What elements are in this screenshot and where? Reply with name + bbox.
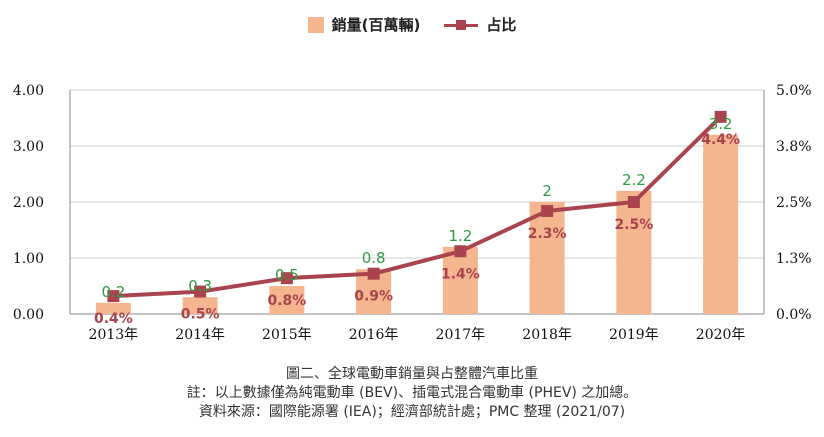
share-data-label: 2.5% [614,217,653,233]
share-data-label: 1.4% [441,266,480,282]
share-data-label: 0.9% [354,289,393,305]
bar [182,297,218,314]
legend-line-marker [456,19,467,30]
bar-data-label: 3.2 [709,115,733,133]
bar [95,302,131,314]
share-data-label: 0.8% [267,293,306,309]
y-right-tick-label: 2.5% [776,195,812,211]
x-tick-label: 2018年 [522,327,572,343]
legend-item-sales: 銷量(百萬輛) [307,14,421,35]
legend-bar-label: 銷量(百萬輛) [331,16,421,34]
share-marker [454,245,467,258]
bar [703,134,739,314]
chart-legend: 銷量(百萬輛) 占比 [0,14,824,35]
y-left-tick-label: 4.00 [13,83,44,99]
figure-note: 註：以上數據僅為純電動車 (BEV)、插電式混合電動車 (PHEV) 之加總。 [186,385,638,401]
share-marker [714,110,727,123]
bar-data-label: 0.5 [275,266,299,284]
bar [616,190,652,314]
y-left-tick-label: 3.00 [13,139,44,155]
x-tick-label: 2015年 [262,327,312,343]
x-tick-label: 2020年 [696,327,746,343]
y-right-tick-label: 1.3% [776,251,812,267]
share-data-label: 0.5% [181,307,220,323]
figure-title: 圖二、全球電動車銷量與占整體汽車比重 [286,366,538,382]
combo-chart: 0.00 1.00 2.00 3.00 4.00 0.0% 1.3% 2.5% 3.8% 5.0%… [13,83,812,343]
bar [529,202,565,314]
legend-item-share: 占比 [444,14,516,35]
share-data-label: 2.3% [528,226,567,242]
y-right-tick-label: 5.0% [776,83,812,99]
bar-data-label: 2.2 [622,171,646,189]
legend-bar-swatch [307,16,324,33]
share-data-label: 4.4% [701,132,740,148]
bar [269,286,305,314]
share-marker [194,285,207,298]
legend-line-swatch [444,17,479,33]
figure-source: 資料來源：國際能源署 (IEA)；經濟部統計處；PMC 整理 (2021/07) [198,404,626,420]
y-left-tick-label: 1.00 [13,251,44,267]
bar-data-label: 0.3 [188,277,212,295]
share-marker [627,196,640,208]
bar-data-label: 0.8 [362,249,386,267]
x-tick-label: 2013年 [89,327,139,343]
y-left-tick-label: 0.00 [13,307,44,323]
x-tick-label: 2019年 [609,327,659,343]
share-marker [280,272,293,285]
share-data-label: 0.4% [94,311,133,327]
bar-data-label: 0.2 [101,283,125,301]
share-line [113,115,723,299]
x-tick-label: 2014年 [175,327,225,343]
x-tick-label: 2017年 [436,327,486,343]
y-right-tick-label: 0.0% [776,307,812,323]
legend-line-label: 占比 [486,16,517,34]
share-marker [107,290,120,303]
y-left-tick-label: 2.00 [13,195,44,211]
bar-data-label: 2 [542,182,552,200]
bar [442,246,478,314]
bar-data-label: 1.2 [448,227,472,245]
share-marker [367,267,380,280]
share-marker [541,204,554,217]
x-tick-label: 2016年 [349,327,399,343]
y-right-tick-label: 3.8% [776,139,812,155]
